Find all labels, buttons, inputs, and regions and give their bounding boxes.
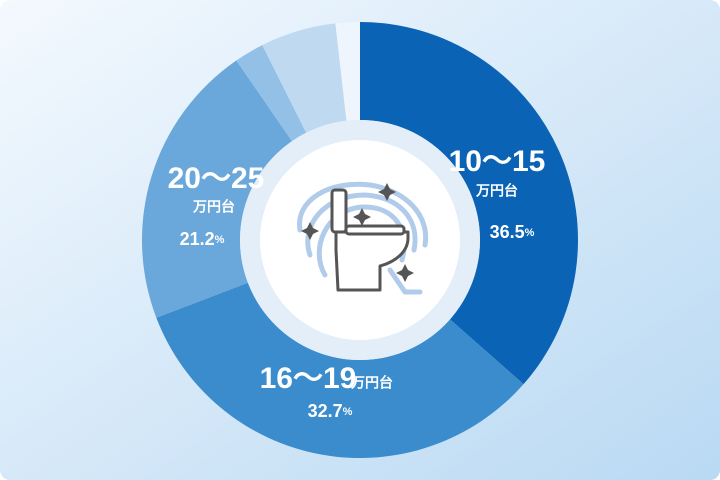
category-label: 10～15 xyxy=(449,145,546,178)
value-label: 36.5% xyxy=(490,222,535,242)
slice xyxy=(141,60,292,318)
unit-label: 万円台 xyxy=(475,183,518,199)
unit-label: 万円台 xyxy=(350,375,393,391)
category-label: 16～19 xyxy=(260,362,357,395)
slice xyxy=(360,22,578,385)
toilet-icon xyxy=(297,181,429,295)
donut xyxy=(141,22,578,458)
slice xyxy=(236,45,307,142)
value-label: 32.7% xyxy=(308,401,353,421)
value-label: 21.2% xyxy=(180,229,225,249)
slice xyxy=(335,22,360,121)
unit-label: 万円台 xyxy=(192,199,235,215)
category-label: 20～25 xyxy=(168,162,265,195)
slice xyxy=(156,282,524,458)
slice xyxy=(262,23,347,133)
